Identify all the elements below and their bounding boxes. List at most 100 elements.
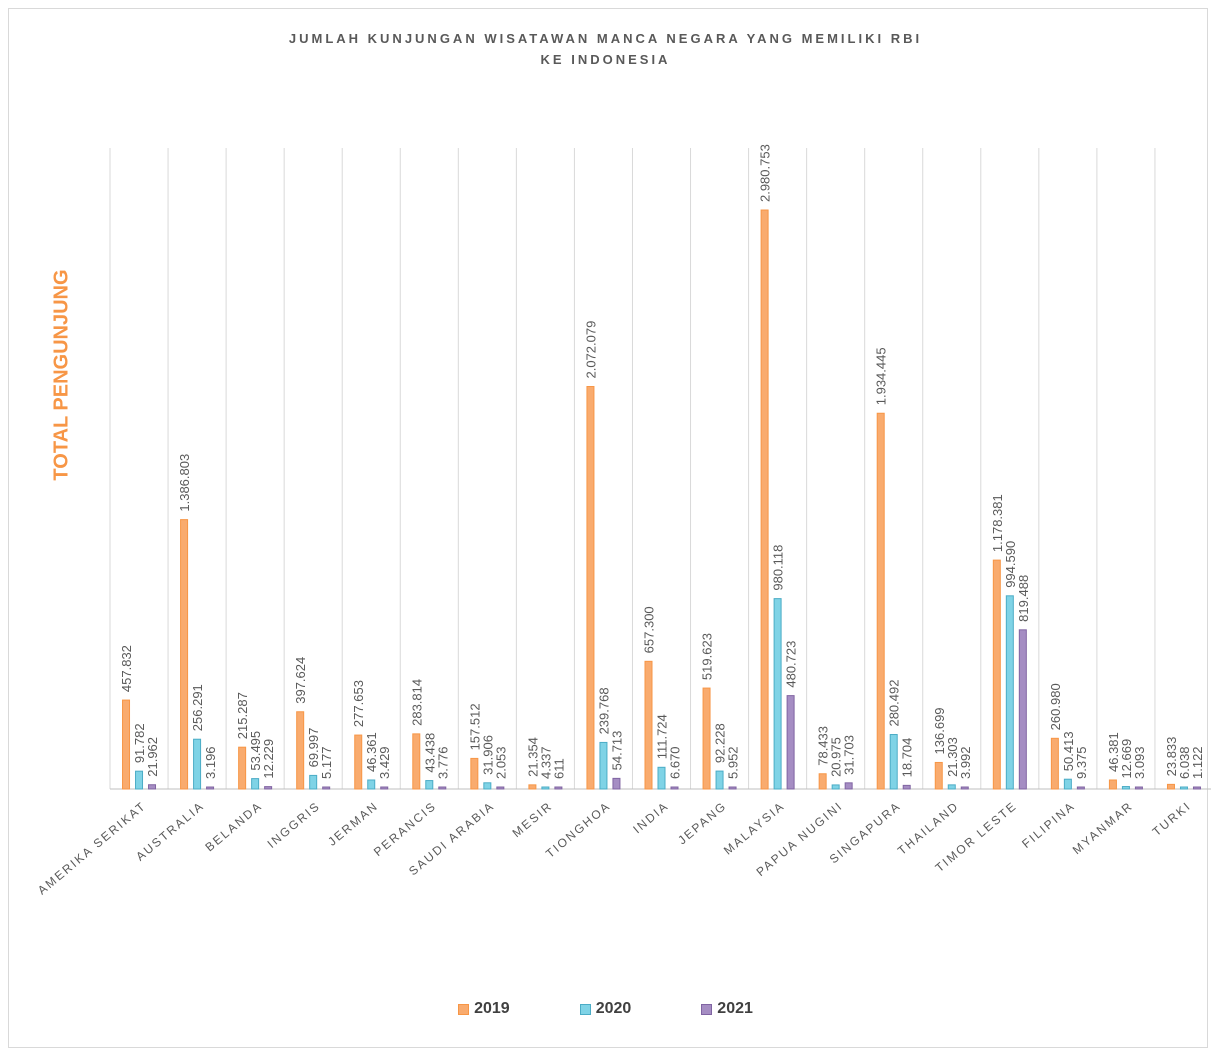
- bar-2020-0: [135, 770, 144, 790]
- category-label-2: BELANDA: [202, 799, 265, 855]
- legend-item-2019: 2019: [458, 1000, 510, 1018]
- data-label-2019-9: 657.300: [642, 606, 657, 653]
- bar-2019-1: [180, 519, 189, 790]
- bar-2020-7: [541, 786, 550, 790]
- category-label-16: FILIPINA: [1019, 799, 1078, 851]
- data-label-2021-2: 12.229: [261, 739, 276, 779]
- data-label-2021-9: 6.670: [668, 746, 683, 779]
- data-label-2020-12: 20.975: [829, 737, 844, 777]
- data-label-2020-11: 980.118: [771, 545, 786, 591]
- data-label-2021-4: 3.429: [377, 746, 392, 779]
- data-label-2020-5: 43.438: [422, 733, 437, 773]
- data-label-2021-10: 5.952: [726, 746, 741, 779]
- category-label-18: TURKI: [1150, 799, 1194, 839]
- data-label-2019-16: 260.980: [1048, 683, 1063, 730]
- bar-2019-12: [818, 773, 827, 790]
- bar-2019-9: [644, 660, 653, 790]
- chart-title-line-2: KE INDONESIA: [540, 52, 671, 67]
- data-label-2020-10: 92.228: [713, 723, 728, 763]
- bar-2020-18: [1179, 786, 1188, 790]
- bar-2020-2: [251, 778, 260, 790]
- bar-2021-14: [960, 786, 969, 790]
- bar-2019-7: [528, 784, 537, 790]
- bar-2020-3: [309, 774, 318, 790]
- data-label-2021-7: 611: [551, 758, 566, 779]
- bar-2019-3: [296, 711, 305, 790]
- bar-2021-9: [670, 786, 679, 790]
- bar-2020-10: [715, 770, 724, 790]
- data-label-2019-12: 78.433: [816, 726, 831, 766]
- legend-label: 2020: [595, 1000, 632, 1017]
- data-label-2019-6: 157.512: [467, 703, 482, 750]
- bar-2019-16: [1050, 737, 1059, 790]
- data-label-2020-17: 12.669: [1119, 739, 1134, 779]
- data-label-2019-2: 215.287: [235, 692, 250, 739]
- bar-2019-11: [760, 209, 769, 790]
- bar-2020-6: [483, 782, 492, 790]
- data-label-2021-3: 5.177: [319, 746, 334, 779]
- legend-swatch: [701, 1003, 713, 1015]
- legend-label: 2021: [717, 1000, 753, 1017]
- bar-2020-1: [193, 738, 202, 790]
- data-label-2020-3: 69.997: [306, 728, 321, 768]
- bar-2021-5: [438, 786, 447, 790]
- legend-swatch: [579, 1003, 591, 1015]
- bar-2019-10: [702, 687, 711, 790]
- data-label-2020-8: 239.768: [596, 687, 611, 734]
- chart-title: JUMLAH KUNJUNGAN WISATAWAN MANCA NEGARA …: [0, 28, 1211, 70]
- bar-2019-14: [934, 761, 943, 790]
- bar-2021-15: [1018, 629, 1027, 790]
- legend-item-2020: 2020: [579, 1000, 632, 1018]
- bar-2019-6: [470, 757, 479, 790]
- bar-2021-12: [844, 782, 853, 790]
- data-label-2020-15: 994.590: [1003, 541, 1018, 588]
- data-label-2021-5: 3.776: [435, 746, 450, 779]
- legend-item-2021: 2021: [701, 1000, 753, 1018]
- category-label-0: AMERIKA SERIKAT: [35, 799, 149, 898]
- data-label-2019-13: 1.934.445: [874, 347, 889, 405]
- category-label-10: JEPANG: [675, 799, 729, 848]
- category-label-3: INGGRIS: [265, 799, 324, 851]
- bar-2019-2: [238, 746, 247, 790]
- data-label-2021-12: 31.703: [842, 735, 857, 775]
- bar-2021-6: [496, 786, 505, 790]
- data-label-2021-15: 819.488: [1016, 575, 1031, 622]
- bar-2021-18: [1192, 786, 1201, 790]
- bar-2021-10: [728, 786, 737, 790]
- legend-swatch: [458, 1003, 470, 1015]
- bar-2020-17: [1121, 786, 1130, 790]
- bar-2021-3: [322, 786, 331, 790]
- data-label-2020-16: 50.413: [1061, 731, 1076, 771]
- bar-2020-5: [425, 780, 434, 790]
- bar-2020-8: [599, 741, 608, 790]
- data-label-2021-13: 18.704: [900, 738, 915, 778]
- bar-2020-14: [947, 784, 956, 790]
- data-label-2019-8: 2.072.079: [583, 321, 598, 379]
- data-label-2021-14: 3.992: [958, 746, 973, 779]
- data-label-2021-16: 9.375: [1074, 746, 1089, 779]
- bar-2020-11: [773, 598, 782, 790]
- data-label-2019-10: 519.623: [700, 633, 715, 680]
- bar-2020-4: [367, 779, 376, 790]
- bar-2019-0: [122, 699, 131, 790]
- data-label-2020-7: 4.337: [538, 746, 553, 779]
- data-label-2021-17: 3.093: [1132, 746, 1147, 779]
- category-label-17: MYANMAR: [1070, 799, 1136, 858]
- bar-2019-15: [992, 559, 1001, 790]
- chart-title-line-1: JUMLAH KUNJUNGAN WISATAWAN MANCA NEGARA …: [288, 31, 923, 46]
- data-label-2019-3: 397.624: [293, 657, 308, 704]
- data-label-2020-6: 31.906: [480, 735, 495, 775]
- data-label-2019-15: 1.178.381: [990, 494, 1005, 552]
- bar-2020-16: [1063, 778, 1072, 790]
- data-label-2020-0: 91.782: [132, 723, 147, 763]
- category-label-9: INDIA: [630, 799, 671, 837]
- data-label-2021-11: 480.723: [784, 641, 799, 688]
- data-label-2019-4: 277.653: [351, 680, 366, 727]
- data-label-2019-5: 283.814: [409, 679, 424, 726]
- data-label-2021-6: 2.053: [493, 746, 508, 779]
- bar-2020-12: [831, 784, 840, 790]
- legend: 2019 2020 2021: [0, 1000, 1211, 1018]
- data-label-2020-13: 280.492: [887, 680, 902, 727]
- data-label-2019-14: 136.699: [932, 707, 947, 754]
